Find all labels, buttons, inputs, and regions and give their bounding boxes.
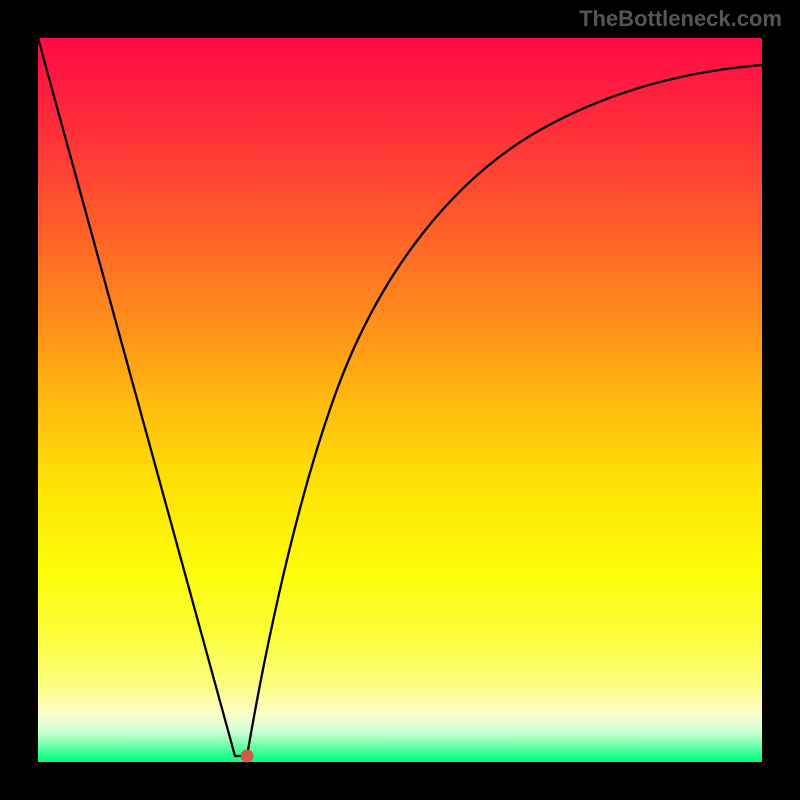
- watermark-text: TheBottleneck.com: [579, 6, 782, 32]
- chart-plot-area: [38, 38, 762, 762]
- chart-container: TheBottleneck.com: [0, 0, 800, 800]
- bottleneck-chart: [0, 0, 800, 800]
- optimal-point-marker: [241, 750, 254, 763]
